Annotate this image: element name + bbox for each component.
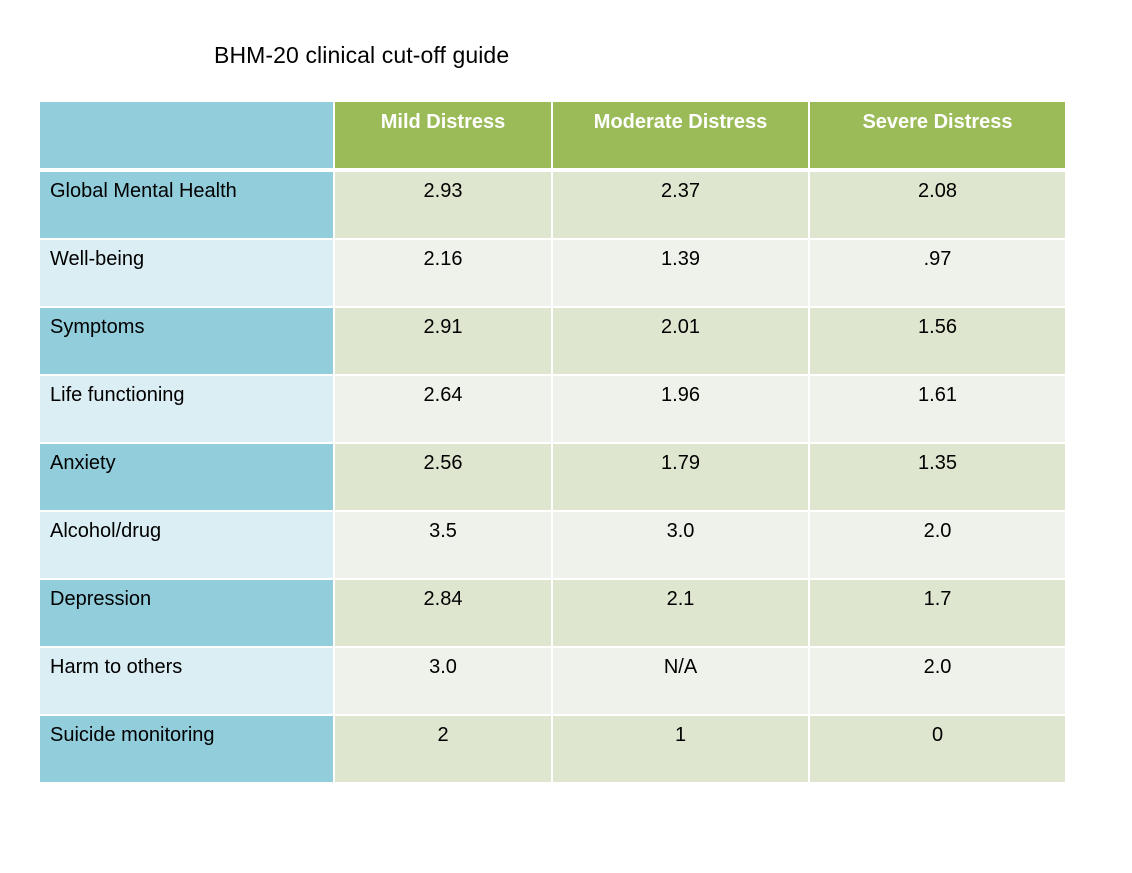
column-header-mild: Mild Distress <box>333 100 553 172</box>
cell-moderate: 2.01 <box>551 306 810 376</box>
row-label: Harm to others <box>38 646 335 716</box>
cell-mild: 3.5 <box>333 510 553 580</box>
cell-severe: 2.08 <box>808 169 1067 240</box>
cell-mild: 2.16 <box>333 238 553 308</box>
table-row: Life functioning 2.64 1.96 1.61 <box>38 374 1067 444</box>
cell-severe: 0 <box>808 714 1067 784</box>
row-label: Depression <box>38 578 335 648</box>
table-row: Well-being 2.16 1.39 .97 <box>38 238 1067 308</box>
table-row: Global Mental Health 2.93 2.37 2.08 <box>38 169 1067 240</box>
cell-mild: 2 <box>333 714 553 784</box>
row-label: Alcohol/drug <box>38 510 335 580</box>
row-label: Global Mental Health <box>38 169 335 240</box>
cell-mild: 2.84 <box>333 578 553 648</box>
cell-mild: 2.56 <box>333 442 553 512</box>
cell-mild: 2.93 <box>333 169 553 240</box>
cell-moderate: 3.0 <box>551 510 810 580</box>
row-label: Well-being <box>38 238 335 308</box>
cell-moderate: 1.79 <box>551 442 810 512</box>
table-row: Suicide monitoring 2 1 0 <box>38 714 1067 784</box>
row-label: Life functioning <box>38 374 335 444</box>
cell-severe: 1.61 <box>808 374 1067 444</box>
cell-severe: 2.0 <box>808 646 1067 716</box>
cell-moderate: 2.1 <box>551 578 810 648</box>
cell-moderate: 1 <box>551 714 810 784</box>
row-label: Anxiety <box>38 442 335 512</box>
cell-mild: 3.0 <box>333 646 553 716</box>
cell-moderate: 2.37 <box>551 169 810 240</box>
cell-severe: 1.56 <box>808 306 1067 376</box>
cutoff-table: Mild Distress Moderate Distress Severe D… <box>38 100 1067 784</box>
cell-moderate: N/A <box>551 646 810 716</box>
cell-mild: 2.91 <box>333 306 553 376</box>
cell-moderate: 1.96 <box>551 374 810 444</box>
table-corner-cell <box>38 100 335 172</box>
table-row: Harm to others 3.0 N/A 2.0 <box>38 646 1067 716</box>
cell-severe: 1.35 <box>808 442 1067 512</box>
row-label: Symptoms <box>38 306 335 376</box>
page-title: BHM-20 clinical cut-off guide <box>214 42 510 68</box>
cell-severe: 2.0 <box>808 510 1067 580</box>
column-header-moderate: Moderate Distress <box>551 100 810 172</box>
cell-moderate: 1.39 <box>551 238 810 308</box>
table-row: Alcohol/drug 3.5 3.0 2.0 <box>38 510 1067 580</box>
cell-severe: .97 <box>808 238 1067 308</box>
table-row: Depression 2.84 2.1 1.7 <box>38 578 1067 648</box>
cell-severe: 1.7 <box>808 578 1067 648</box>
table-row: Symptoms 2.91 2.01 1.56 <box>38 306 1067 376</box>
table-header-row: Mild Distress Moderate Distress Severe D… <box>38 100 1067 172</box>
cell-mild: 2.64 <box>333 374 553 444</box>
row-label: Suicide monitoring <box>38 714 335 784</box>
table-row: Anxiety 2.56 1.79 1.35 <box>38 442 1067 512</box>
column-header-severe: Severe Distress <box>808 100 1067 172</box>
